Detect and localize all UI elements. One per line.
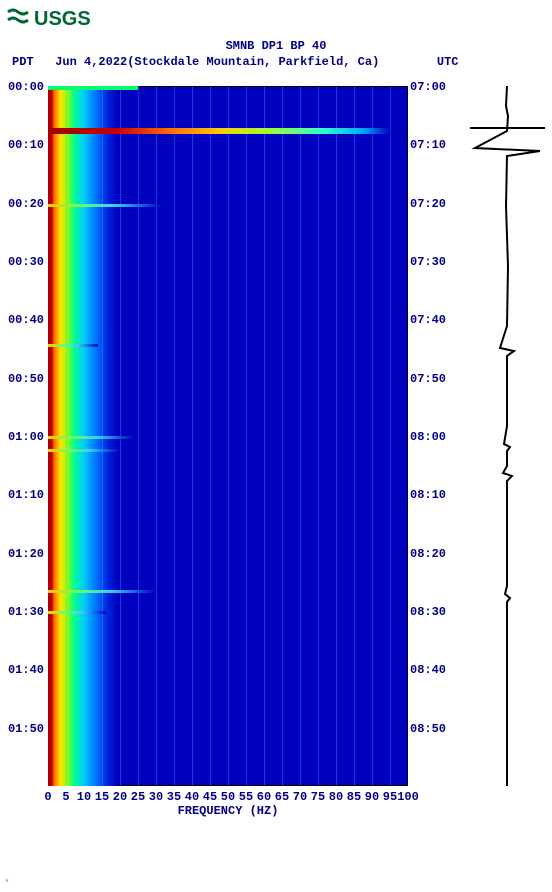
ytick-left: 00:40 [0, 313, 44, 327]
xtick: 15 [95, 790, 109, 804]
ytick-right: 07:10 [410, 138, 454, 152]
xtick: 30 [149, 790, 163, 804]
xtick: 60 [257, 790, 271, 804]
spectro-event [48, 128, 390, 134]
ytick-left: 01:30 [0, 605, 44, 619]
ytick-left: 00:10 [0, 138, 44, 152]
ytick-right: 07:00 [410, 80, 454, 94]
ytick-right: 08:40 [410, 663, 454, 677]
gridline [336, 86, 337, 786]
xtick: 65 [275, 790, 289, 804]
xtick: 50 [221, 790, 235, 804]
gridline [372, 86, 373, 786]
gridline [228, 86, 229, 786]
seismo-trace [470, 86, 545, 786]
ytick-right: 08:50 [410, 722, 454, 736]
x-axis-label: FREQUENCY (HZ) [48, 804, 408, 818]
spectro-event [48, 344, 98, 347]
gridline [354, 86, 355, 786]
xtick: 75 [311, 790, 325, 804]
xtick: 20 [113, 790, 127, 804]
gridline [300, 86, 301, 786]
plot-area: 00:00 00:10 00:20 00:30 00:40 00:50 01:00 01:10… [0, 78, 552, 818]
xtick: 80 [329, 790, 343, 804]
ytick-left: 00:50 [0, 372, 44, 386]
ytick-left: 00:00 [0, 80, 44, 94]
gridline [138, 86, 139, 786]
ytick-left: 01:10 [0, 488, 44, 502]
gridline [156, 86, 157, 786]
gridline [390, 86, 391, 786]
ytick-right: 08:10 [410, 488, 454, 502]
gridline [192, 86, 193, 786]
xtick: 25 [131, 790, 145, 804]
ytick-right: 07:20 [410, 197, 454, 211]
chart-subtitle: PDT Jun 4,2022(Stockdale Mountain, Parkf… [0, 54, 552, 70]
top-edge-artifact [48, 86, 138, 90]
xtick: 85 [347, 790, 361, 804]
right-time-axis: 07:0007:1007:2007:3007:4007:5008:0008:10… [410, 86, 454, 786]
left-time-axis: 00:0000:1000:2000:3000:4000:5001:0001:10… [0, 86, 44, 786]
gridline [264, 86, 265, 786]
xtick: 45 [203, 790, 217, 804]
xtick: 40 [185, 790, 199, 804]
ytick-right: 07:50 [410, 372, 454, 386]
ytick-right: 07:30 [410, 255, 454, 269]
xtick: 10 [77, 790, 91, 804]
xtick: 90 [365, 790, 379, 804]
ytick-left: 01:20 [0, 547, 44, 561]
seismo-polyline [475, 86, 540, 786]
xtick: 5 [62, 790, 69, 804]
ytick-left: 00:20 [0, 197, 44, 211]
ytick-left: 01:50 [0, 722, 44, 736]
chart-title: SMNB DP1 BP 40 [0, 38, 552, 54]
ytick-right: 08:00 [410, 430, 454, 444]
xtick: 55 [239, 790, 253, 804]
xtick: 95 [383, 790, 397, 804]
logo-text: USGS [34, 8, 91, 30]
ytick-left: 01:00 [0, 430, 44, 444]
seismogram [470, 86, 545, 786]
ytick-right: 07:40 [410, 313, 454, 327]
ytick-left: 00:30 [0, 255, 44, 269]
spectro-event [48, 590, 156, 593]
x-axis: 0510152025303540455055606570758085909510… [48, 790, 408, 818]
ytick-left: 01:40 [0, 663, 44, 677]
gridline [318, 86, 319, 786]
gridline [174, 86, 175, 786]
spectro-event [48, 204, 163, 207]
gridline [282, 86, 283, 786]
spectrogram [48, 86, 408, 786]
x-ticks: 0510152025303540455055606570758085909510… [48, 790, 408, 804]
xtick: 100 [397, 790, 419, 804]
ytick-right: 08:20 [410, 547, 454, 561]
spectro-event [48, 449, 120, 452]
chart-title-block: SMNB DP1 BP 40 PDT Jun 4,2022(Stockdale … [0, 38, 552, 70]
gridline [246, 86, 247, 786]
gridline [210, 86, 211, 786]
spectro-event [48, 436, 134, 439]
spectro-event [48, 611, 106, 614]
xtick: 70 [293, 790, 307, 804]
xtick: 0 [44, 790, 51, 804]
xtick: 35 [167, 790, 181, 804]
ytick-right: 08:30 [410, 605, 454, 619]
footnote-glyph: * [4, 879, 10, 890]
usgs-logo: USGS [0, 0, 552, 32]
